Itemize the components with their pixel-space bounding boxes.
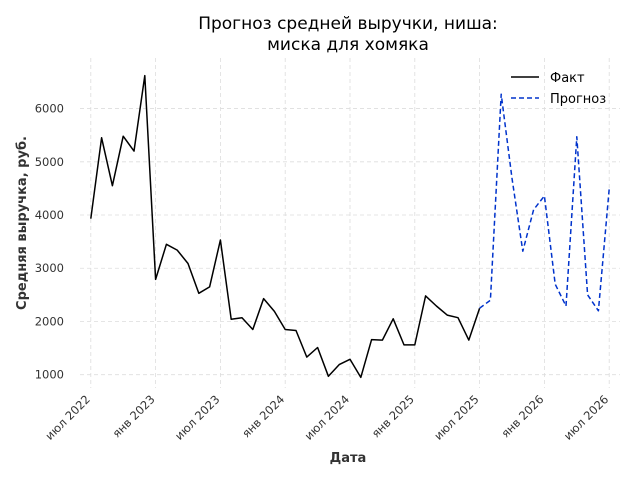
x-tick-label: янв 2024 <box>239 392 287 440</box>
x-tick-label: июл 2026 <box>561 392 612 443</box>
x-tick-label: июл 2022 <box>42 392 93 443</box>
x-tick-label: янв 2025 <box>369 392 417 440</box>
series-line-fact <box>90 74 481 379</box>
chart-title-line-2: миска для хомяка <box>267 35 429 55</box>
x-tick-label: янв 2023 <box>110 392 158 440</box>
x-tick-label: июл 2025 <box>431 392 482 443</box>
y-tick-label: 5000 <box>35 155 64 169</box>
y-tick-label: 3000 <box>35 261 64 275</box>
legend-label-forecast: Прогноз <box>550 92 606 107</box>
y-tick-label: 4000 <box>35 208 64 222</box>
grid <box>80 58 620 388</box>
y-tick-label: 1000 <box>35 368 64 382</box>
legend: Факт Прогноз <box>511 71 606 107</box>
x-axis-ticks: июл 2022 янв 2023 июл 2023 янв 2024 июл 2024… <box>42 392 611 443</box>
chart-title-line-1: Прогноз средней выручки, ниша: <box>198 14 498 34</box>
series-line-forecast <box>479 93 610 312</box>
y-axis-ticks: 1000 2000 3000 4000 5000 6000 <box>35 102 64 382</box>
y-axis-label: Средняя выручка, руб. <box>15 136 30 310</box>
y-tick-label: 6000 <box>35 102 64 116</box>
series-layer <box>90 74 610 379</box>
y-tick-label: 2000 <box>35 314 64 328</box>
legend-label-fact: Факт <box>550 71 585 86</box>
x-tick-label: июл 2024 <box>302 392 353 443</box>
x-axis-label: Дата <box>330 451 367 466</box>
x-tick-label: янв 2026 <box>498 392 546 440</box>
x-tick-label: июл 2023 <box>172 392 223 443</box>
